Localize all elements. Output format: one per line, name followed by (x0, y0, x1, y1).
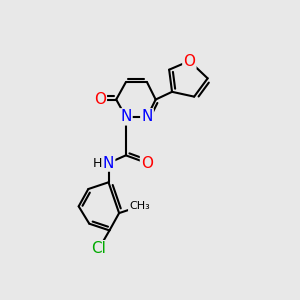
Text: O: O (94, 92, 106, 107)
Text: N: N (120, 109, 131, 124)
Text: O: O (141, 155, 153, 170)
Text: N: N (141, 109, 153, 124)
Text: H: H (93, 157, 103, 169)
Text: Cl: Cl (92, 241, 106, 256)
Text: O: O (183, 53, 195, 68)
Text: N: N (103, 155, 114, 170)
Text: CH₃: CH₃ (129, 201, 150, 212)
